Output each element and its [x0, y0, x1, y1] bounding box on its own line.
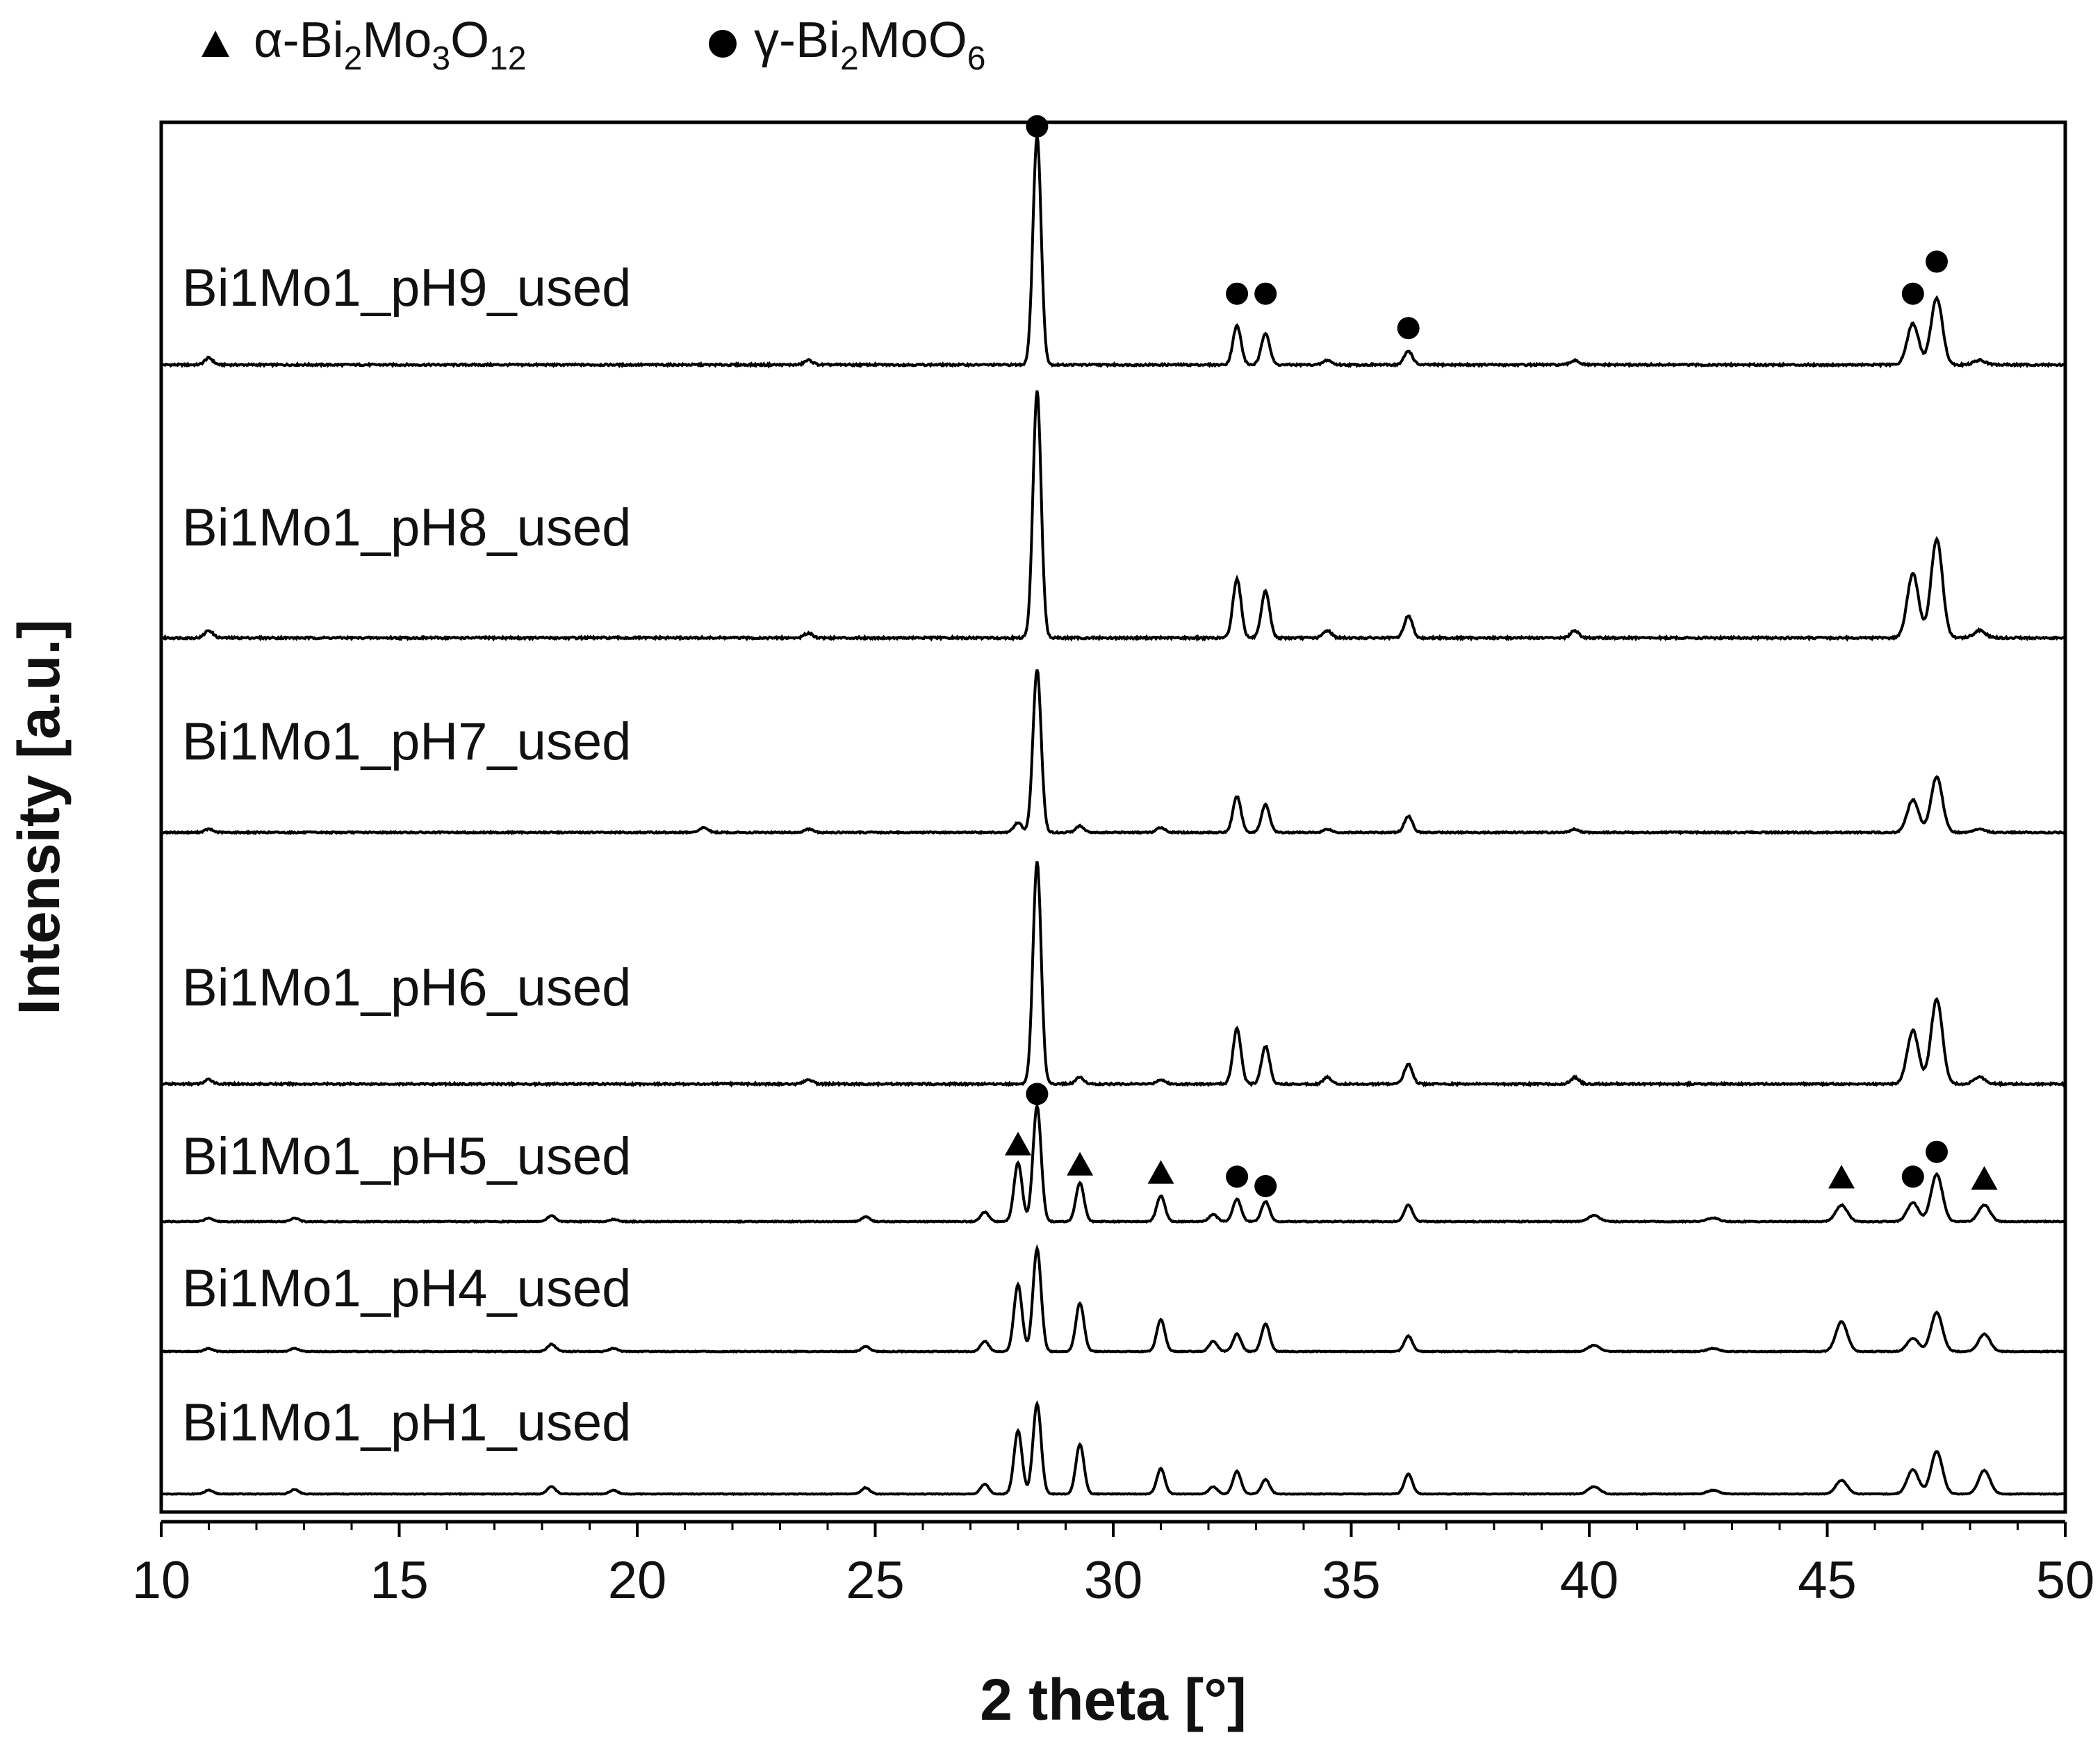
- legend-triangle-marker: [202, 31, 229, 57]
- legend-circle-marker: [709, 30, 737, 58]
- series-label: Bi1Mo1_pH5_used: [182, 1127, 631, 1186]
- gamma-phase-marker: [1926, 1140, 1948, 1163]
- gamma-phase-marker: [1901, 282, 1924, 305]
- x-tick-label: 25: [846, 1551, 905, 1610]
- x-tick-label: 20: [608, 1551, 667, 1610]
- x-tick-label: 15: [370, 1551, 429, 1610]
- legend-gamma-label: γ-Bi2MoO6: [754, 13, 985, 77]
- gamma-phase-marker: [1254, 282, 1277, 305]
- series-Bi1Mo1_pH5_used: Bi1Mo1_pH5_used: [161, 1083, 2066, 1224]
- legend-alpha-label: α-Bi2Mo3O12: [254, 13, 526, 77]
- series-line: [161, 1400, 2066, 1496]
- series-line: [160, 669, 2066, 836]
- plot-area: Bi1Mo1_pH9_used Bi1Mo1_pH8_used Bi1Mo1_pH7…: [160, 115, 2067, 1496]
- series-Bi1Mo1_pH9_used: Bi1Mo1_pH9_used: [160, 115, 2067, 369]
- alpha-phase-marker: [1971, 1166, 1998, 1190]
- series-Bi1Mo1_pH7_used: Bi1Mo1_pH7_used: [160, 669, 2066, 836]
- alpha-phase-marker: [1005, 1131, 1031, 1156]
- series-line: [161, 861, 2067, 1088]
- plot-frame: [159, 120, 2067, 1514]
- series-label: Bi1Mo1_pH1_used: [182, 1393, 631, 1452]
- series-line: [160, 135, 2067, 369]
- x-tick-label: 35: [1322, 1551, 1381, 1610]
- gamma-phase-marker: [1226, 1165, 1249, 1188]
- x-axis-title: 2 theta [°]: [980, 1667, 1247, 1732]
- series-label: Bi1Mo1_pH4_used: [182, 1259, 631, 1318]
- series-line: [161, 1101, 2066, 1224]
- x-tick-label: 45: [1798, 1551, 1857, 1610]
- alpha-phase-marker: [1828, 1165, 1855, 1189]
- gamma-phase-marker: [1397, 317, 1420, 340]
- series-label: Bi1Mo1_pH8_used: [182, 498, 631, 557]
- gamma-phase-marker: [1026, 1083, 1049, 1106]
- alpha-phase-marker: [1147, 1160, 1174, 1184]
- x-tick-label: 50: [2036, 1551, 2095, 1610]
- series-label: Bi1Mo1_pH7_used: [182, 712, 631, 771]
- series-line: [161, 390, 2066, 642]
- x-axis-ticks: 10 15 20 25 30 35 40 45 50: [132, 1522, 2095, 1610]
- legend: α-Bi2Mo3O12 γ-Bi2MoO6: [202, 13, 985, 77]
- series-label: Bi1Mo1_pH6_used: [182, 958, 631, 1017]
- series-Bi1Mo1_pH1_used: Bi1Mo1_pH1_used: [161, 1393, 2066, 1496]
- x-tick-label: 10: [132, 1551, 191, 1610]
- gamma-phase-marker: [1026, 115, 1049, 138]
- x-tick-label: 40: [1560, 1551, 1619, 1610]
- series-Bi1Mo1_pH4_used: Bi1Mo1_pH4_used: [161, 1244, 2066, 1354]
- series-Bi1Mo1_pH6_used: Bi1Mo1_pH6_used: [161, 861, 2067, 1088]
- gamma-phase-marker: [1901, 1165, 1924, 1188]
- gamma-phase-marker: [1254, 1175, 1277, 1197]
- alpha-phase-marker: [1067, 1151, 1094, 1176]
- gamma-phase-marker: [1926, 250, 1948, 273]
- gamma-phase-marker: [1226, 282, 1249, 305]
- series-label: Bi1Mo1_pH9_used: [182, 258, 631, 318]
- series-Bi1Mo1_pH8_used: Bi1Mo1_pH8_used: [161, 390, 2066, 642]
- y-axis-title: Intensity [a.u.]: [6, 619, 72, 1014]
- series-line: [161, 1244, 2066, 1354]
- x-tick-label: 30: [1084, 1551, 1143, 1610]
